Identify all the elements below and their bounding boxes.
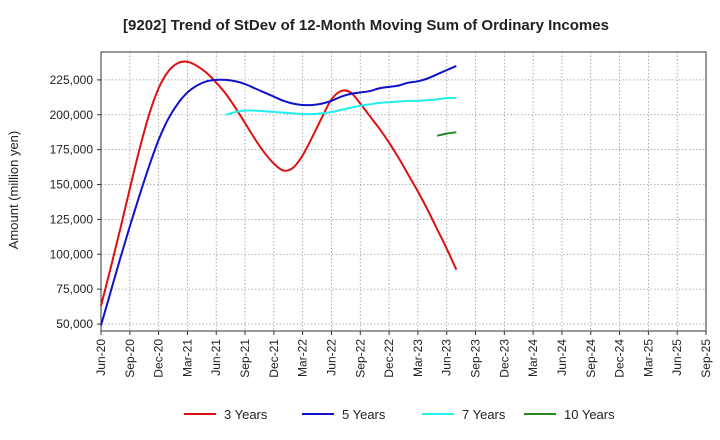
x-tick-label: Jun-25: [670, 339, 684, 376]
plot-area: [100, 51, 707, 332]
y-axis: 50,000 75,000 100,000 125,000 150,000 175,000…: [50, 73, 101, 331]
legend: 3 Years 5 Years 7 Years 10 Years: [184, 407, 615, 422]
x-tick-label: Sep-25: [699, 339, 713, 378]
series-line-10-years: [436, 131, 457, 137]
legend-label-5-years: 5 Years: [342, 407, 386, 422]
y-tick-label: 150,000: [50, 178, 94, 192]
y-tick-label: 75,000: [56, 282, 93, 296]
y-tick-label: 100,000: [50, 247, 94, 261]
y-tick-label: 50,000: [56, 317, 93, 331]
grid-lines: [100, 52, 707, 331]
x-tick-label: Sep-21: [238, 339, 252, 378]
x-tick-label: Dec-24: [613, 339, 627, 378]
series-layer: [100, 60, 458, 326]
x-tick-label: Sep-24: [584, 339, 598, 378]
x-tick-label: Dec-23: [497, 339, 511, 378]
series-line-7-years: [225, 96, 457, 116]
x-tick-label: Sep-22: [353, 339, 367, 378]
x-tick-label: Sep-20: [123, 339, 137, 378]
legend-label-7-years: 7 Years: [462, 407, 506, 422]
x-tick-label: Dec-21: [267, 339, 281, 378]
x-tick-label: Jun-22: [324, 339, 338, 376]
legend-label-10-years: 10 Years: [564, 407, 615, 422]
x-tick-label: Dec-20: [152, 339, 166, 378]
series-line-3-years: [100, 60, 458, 307]
x-tick-label: Mar-24: [526, 339, 540, 377]
y-tick-label: 175,000: [50, 143, 94, 157]
x-tick-label: Jun-24: [555, 339, 569, 376]
chart-title: [9202] Trend of StDev of 12-Month Moving…: [123, 17, 609, 34]
x-tick-label: Mar-23: [411, 339, 425, 377]
y-tick-label: 125,000: [50, 212, 94, 226]
y-axis-label: Amount (million yen): [6, 131, 21, 250]
series-line-5-years: [100, 65, 457, 326]
x-tick-label: Jun-20: [94, 339, 108, 376]
y-tick-label: 200,000: [50, 108, 94, 122]
x-tick-label: Mar-21: [180, 339, 194, 377]
x-tick-label: Mar-25: [641, 339, 655, 377]
legend-label-3-years: 3 Years: [224, 407, 268, 422]
x-tick-label: Jun-23: [440, 339, 454, 376]
x-tick-label: Jun-21: [209, 339, 223, 376]
x-tick-label: Dec-22: [382, 339, 396, 378]
x-tick-label: Mar-22: [296, 339, 310, 377]
x-tick-label: Sep-23: [469, 339, 483, 378]
x-axis: Jun-20 Sep-20 Dec-20 Mar-21 Jun-21 Sep-21 Dec-…: [94, 331, 713, 378]
y-tick-label: 225,000: [50, 73, 94, 87]
